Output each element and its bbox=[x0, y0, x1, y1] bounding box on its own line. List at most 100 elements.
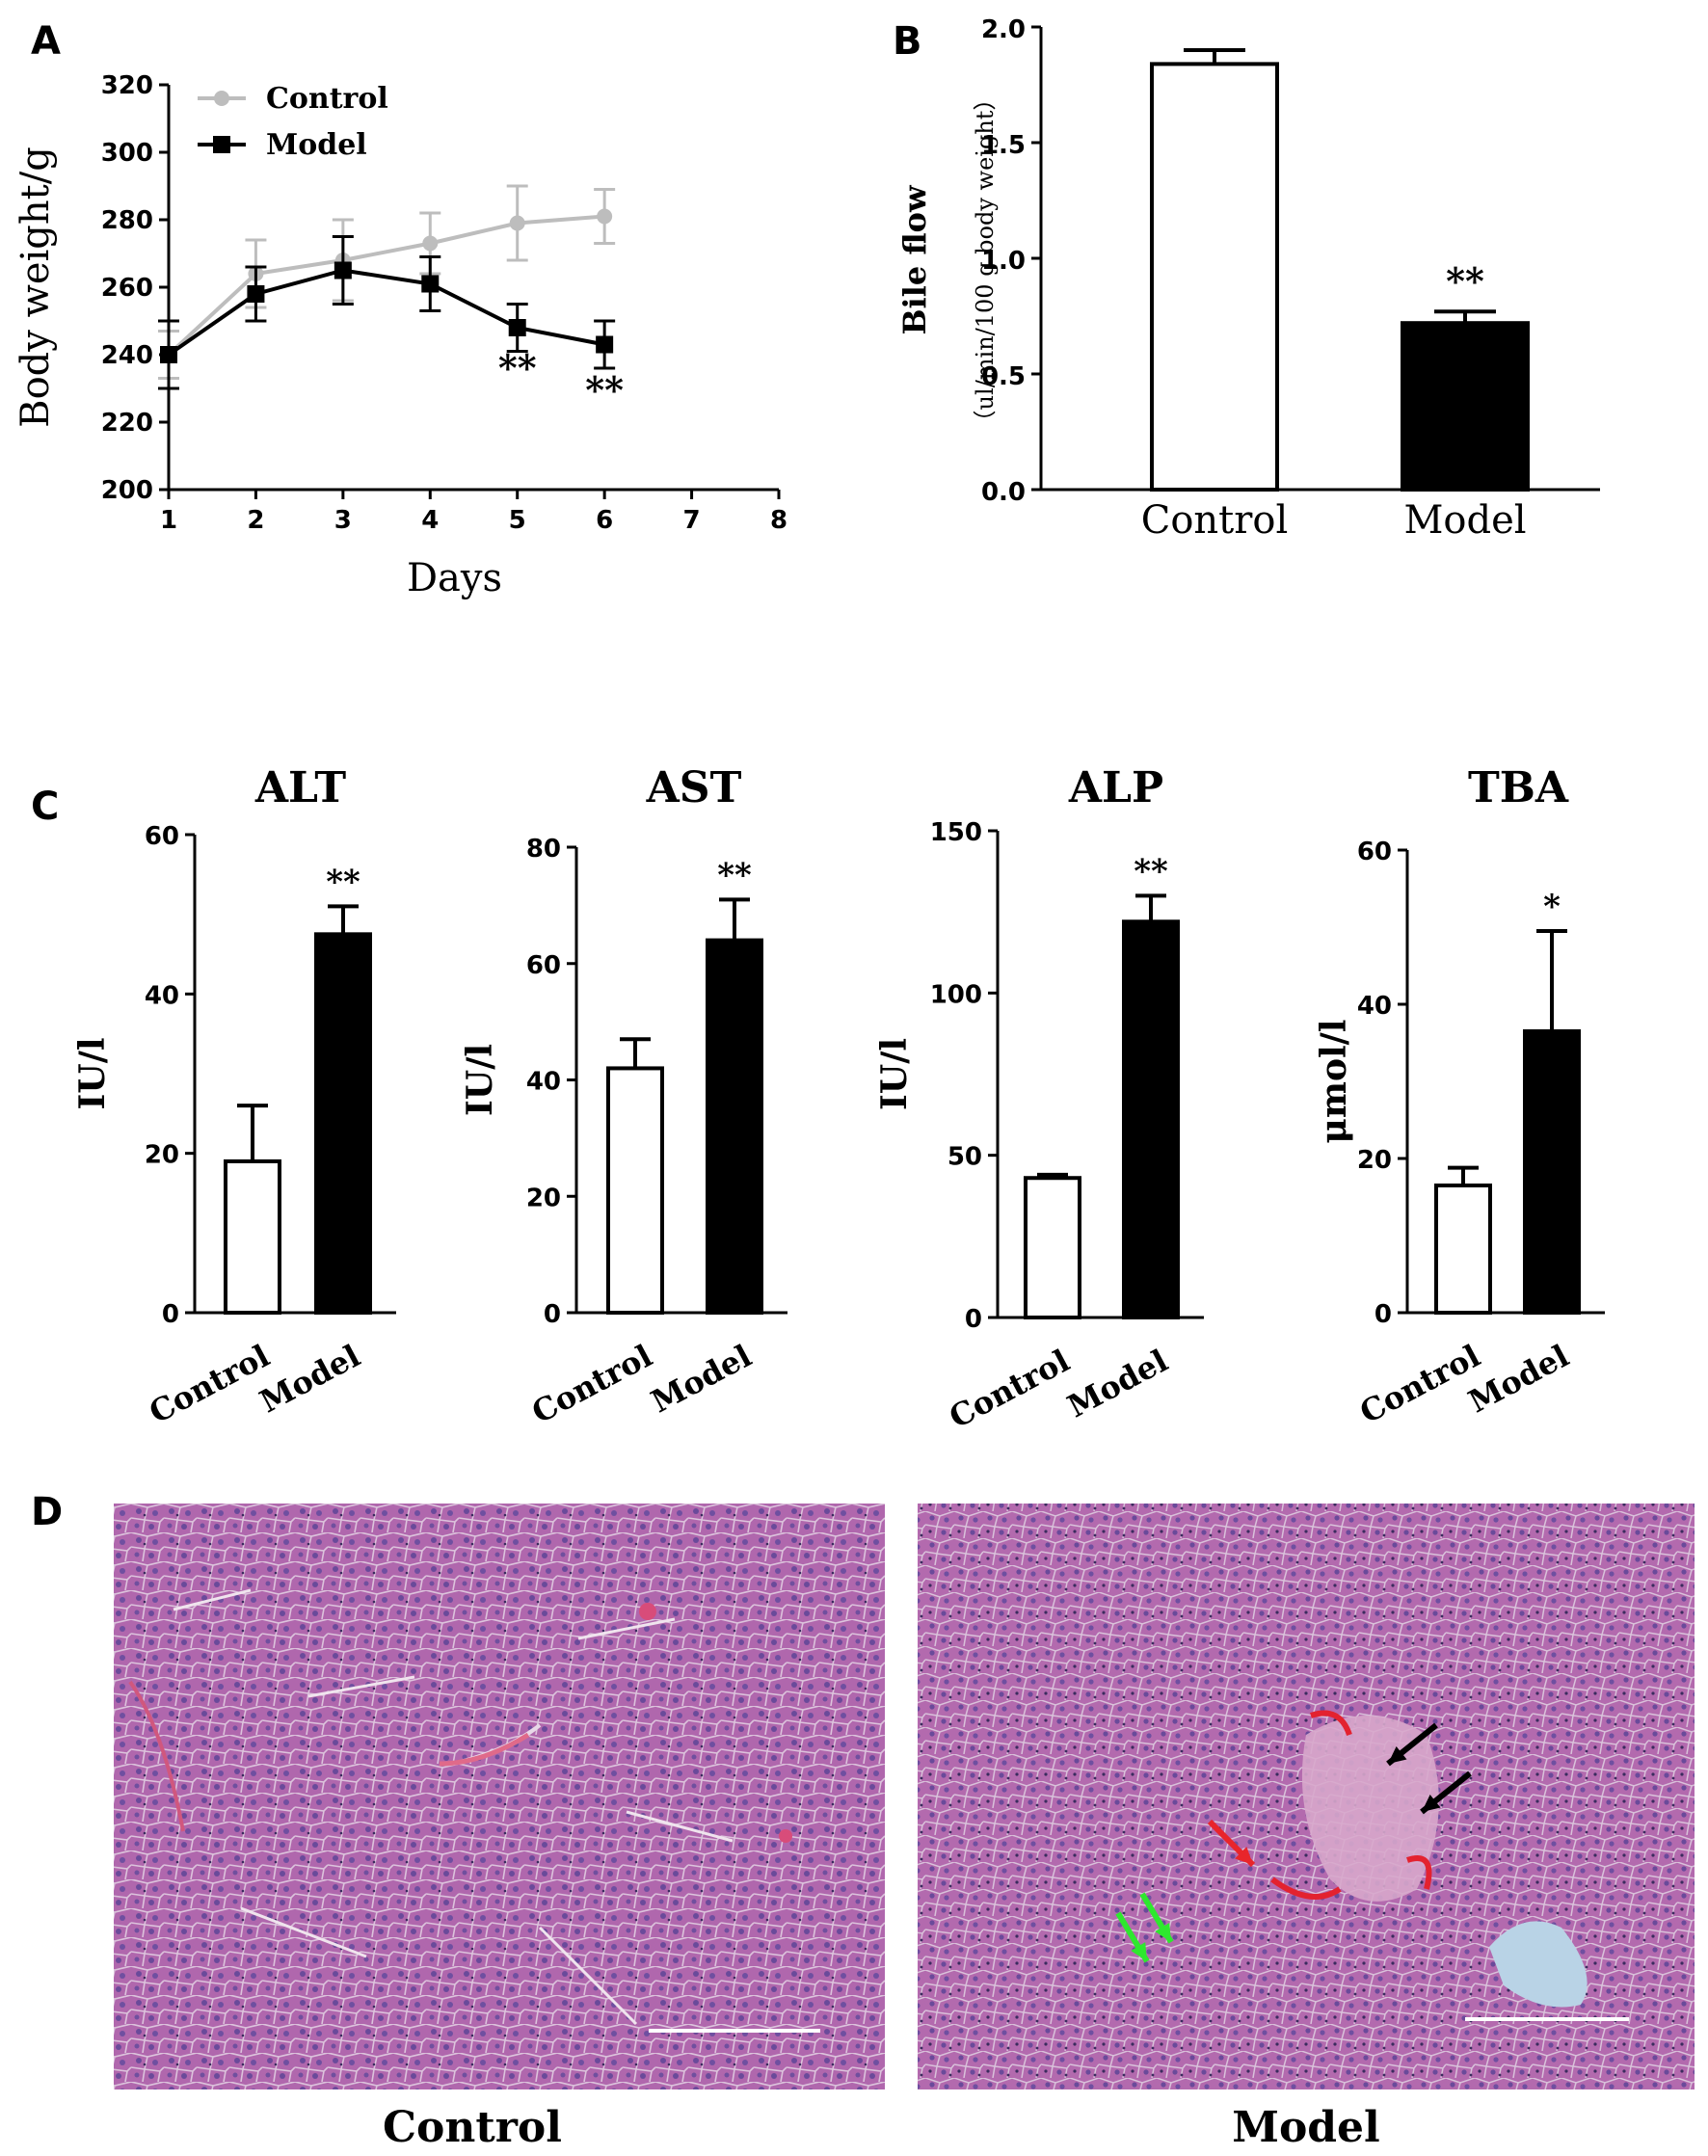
caption-model: Model bbox=[1232, 2103, 1380, 2152]
y-tick-label: 100 bbox=[930, 980, 982, 1009]
x-tick-label: 7 bbox=[683, 506, 701, 535]
x-tick-label-control: Control bbox=[944, 1343, 1076, 1436]
data-point-control bbox=[509, 215, 525, 231]
scale-bar-model bbox=[1465, 2017, 1629, 2021]
x-tick-label-control: Control bbox=[144, 1338, 276, 1431]
data-point-model bbox=[596, 335, 614, 354]
bar-model bbox=[1523, 1029, 1581, 1315]
x-tick-label-model: Model bbox=[1462, 1338, 1574, 1421]
y-tick-label: 40 bbox=[1357, 992, 1392, 1021]
y-tick-label: 0 bbox=[965, 1305, 982, 1334]
legend-marker bbox=[214, 91, 229, 106]
significance-mark: ** bbox=[1134, 852, 1168, 891]
y-tick-label: 60 bbox=[526, 951, 561, 980]
significance-mark: ** bbox=[585, 368, 624, 412]
data-point-control bbox=[422, 235, 439, 252]
y-tick-label: 80 bbox=[526, 835, 561, 864]
y-axis-title: IU/l bbox=[460, 1044, 500, 1116]
x-tick-label-model: Model bbox=[1061, 1343, 1173, 1425]
black-arrow-head bbox=[1388, 1745, 1407, 1764]
data-point-control bbox=[597, 208, 613, 225]
y-tick-label: 0.5 bbox=[981, 362, 1026, 391]
scale-bar-control bbox=[649, 2029, 820, 2033]
legend-label-model: Model bbox=[266, 128, 367, 162]
y-tick-label: 0.0 bbox=[981, 478, 1026, 507]
black-arrow-head bbox=[1422, 1794, 1441, 1812]
y-tick-label: 2.0 bbox=[981, 15, 1026, 44]
x-tick-label-model: Model bbox=[1403, 498, 1526, 543]
bar-model bbox=[314, 932, 372, 1315]
y-axis-title: Body weight/g bbox=[13, 146, 58, 428]
x-tick-label-control: Control bbox=[526, 1338, 658, 1431]
y-tick-label: 40 bbox=[145, 981, 179, 1010]
bar-model bbox=[706, 938, 763, 1315]
legend-label-control: Control bbox=[266, 82, 388, 116]
panel-label-a: A bbox=[31, 19, 61, 64]
panel-label-c: C bbox=[31, 785, 59, 829]
x-tick-label: 1 bbox=[160, 506, 177, 535]
y-tick-label: 150 bbox=[930, 818, 982, 847]
data-point-model bbox=[247, 285, 265, 303]
chart-bile-flow: 0.0 0.5 1.0 1.5 2.0 Control Model ** Bile flow （u… bbox=[896, 15, 1600, 543]
x-tick-label: 5 bbox=[509, 506, 526, 535]
micrograph-control bbox=[114, 1504, 885, 2089]
x-tick-label-model: Model bbox=[645, 1338, 757, 1421]
data-point-model bbox=[508, 319, 526, 336]
y-axis-title: IU/l bbox=[72, 1037, 113, 1109]
panel-label-d: D bbox=[31, 1490, 63, 1534]
series-line-control bbox=[167, 214, 605, 357]
y-axis-subtitle: （ul/min/100 g body weight） bbox=[972, 88, 999, 434]
data-point-model bbox=[421, 275, 440, 293]
y-tick-label: 40 bbox=[526, 1068, 561, 1097]
micrograph-model bbox=[918, 1504, 1695, 2089]
panel-label-b: B bbox=[893, 19, 922, 64]
significance-mark: ** bbox=[498, 346, 537, 389]
significance-mark: * bbox=[1543, 888, 1561, 926]
y-tick-label: 50 bbox=[947, 1143, 982, 1172]
bar-control bbox=[224, 1158, 281, 1316]
y-tick-label: 280 bbox=[101, 206, 153, 235]
chart-serum-biochemistry: ALT 0 20 40 60 Control ** Model IU/l AST 0 20 40 60 80… bbox=[72, 763, 1605, 1436]
y-axis-title: μmol/l bbox=[1314, 1020, 1354, 1144]
x-tick-label: 6 bbox=[596, 506, 613, 535]
x-tick-label-control: Control bbox=[1354, 1338, 1486, 1431]
y-tick-label: 60 bbox=[1357, 838, 1392, 866]
bar-control bbox=[1150, 62, 1279, 492]
bar-control bbox=[606, 1066, 664, 1316]
chart-body-weight: 200 220 240 260 280 300 320 1 2 3 4 5 6 7 8 Days Body we… bbox=[13, 71, 787, 600]
y-axis-title: Bile flow bbox=[896, 184, 933, 334]
x-tick-label: 3 bbox=[334, 506, 352, 535]
green-arrow-head bbox=[1131, 1942, 1147, 1961]
y-tick-label: 0 bbox=[162, 1300, 179, 1329]
y-tick-label: 1.0 bbox=[981, 247, 1026, 276]
chart-title-ast: AST bbox=[646, 763, 742, 812]
significance-mark: ** bbox=[717, 856, 752, 894]
y-tick-label: 60 bbox=[145, 822, 179, 851]
x-axis-title: Days bbox=[407, 556, 502, 600]
y-tick-label: 240 bbox=[101, 341, 153, 370]
x-tick-label-control: Control bbox=[1141, 498, 1289, 543]
caption-control: Control bbox=[383, 2103, 562, 2152]
y-tick-label: 1.5 bbox=[981, 131, 1026, 160]
bar-model bbox=[1401, 321, 1530, 492]
y-tick-label: 20 bbox=[145, 1141, 179, 1170]
y-tick-label: 0 bbox=[1374, 1300, 1392, 1329]
red-arrow-head bbox=[1235, 1847, 1253, 1865]
chart-title-alp: ALP bbox=[1068, 763, 1163, 812]
legend-marker bbox=[213, 136, 230, 153]
data-point-model bbox=[160, 346, 177, 363]
chart-title-alt: ALT bbox=[254, 763, 346, 812]
x-tick-label: 2 bbox=[247, 506, 264, 535]
y-tick-label: 220 bbox=[101, 409, 153, 438]
x-tick-label: 4 bbox=[421, 506, 439, 535]
series-line-model bbox=[167, 268, 605, 357]
y-axis-title: IU/l bbox=[874, 1038, 915, 1110]
data-point-model bbox=[334, 261, 352, 279]
x-tick-label: 8 bbox=[770, 506, 787, 535]
y-tick-label: 200 bbox=[101, 476, 153, 505]
chart-title-tba: TBA bbox=[1468, 763, 1569, 812]
bar-model bbox=[1122, 919, 1180, 1319]
y-tick-label: 20 bbox=[526, 1184, 561, 1212]
micrograph-arrows bbox=[1115, 1722, 1472, 1963]
